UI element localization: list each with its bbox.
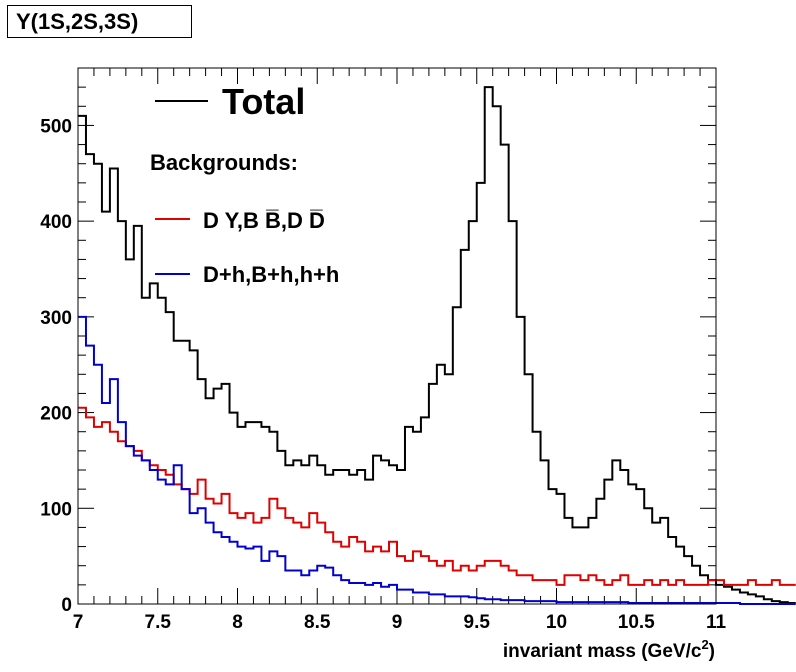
y-tick-label: 0 [61, 595, 72, 616]
x-tick-label: 7.5 [145, 612, 172, 633]
series-total-line [78, 86, 796, 605]
x-axis-title: invariant mass (GeV/c2) [503, 637, 715, 662]
x-tick-label: 10 [546, 612, 567, 633]
series-group [78, 86, 796, 605]
x-tick-label: 11 [706, 612, 727, 633]
tick-labels: 7 7.5 8 8.5 9 9.5 10 10.5 11 0 100 200 300 400 500 [40, 116, 726, 633]
y-tick-label: 300 [40, 308, 72, 329]
chart-title: Υ(1S,2S,3S) [7, 5, 192, 38]
y-tick-label: 400 [40, 212, 72, 233]
legend-label-dh: D+h,B+h,h+h [203, 262, 339, 287]
y-tick-label: 500 [40, 116, 72, 137]
legend-label-dy: D Y,B B̅,D D̅ [203, 208, 325, 233]
legend-label-total: Total [222, 81, 305, 122]
x-tick-label: 9 [392, 612, 403, 633]
y-tick-label: 200 [40, 404, 72, 425]
y-tick-label: 100 [40, 499, 72, 520]
x-tick-label: 8 [232, 612, 243, 633]
plot-frame [77, 67, 717, 605]
x-tick-label: 10.5 [618, 612, 655, 633]
x-tick-label: 7 [73, 612, 84, 633]
x-tick-label: 9.5 [464, 612, 491, 633]
series-dy-bb-dd-line [78, 406, 796, 586]
legend: Total Backgrounds: D Y,B B̅,D D̅ D+h,B+h… [150, 81, 339, 287]
x-tick-label: 8.5 [304, 612, 331, 633]
legend-header-backgrounds: Backgrounds: [150, 150, 298, 175]
series-dh-bh-hh-line [78, 315, 796, 605]
